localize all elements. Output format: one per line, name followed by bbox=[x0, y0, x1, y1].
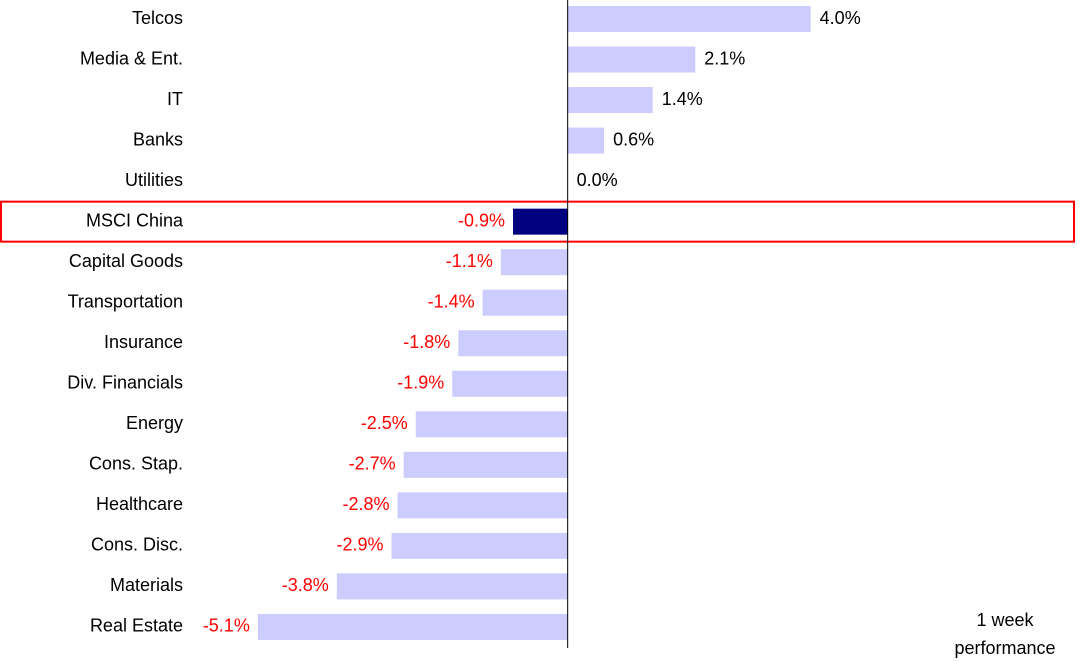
bar bbox=[512, 208, 568, 235]
bar bbox=[336, 573, 568, 600]
category-label: Healthcare bbox=[96, 494, 183, 514]
bar bbox=[567, 87, 653, 114]
value-label: 2.1% bbox=[704, 48, 745, 68]
category-label: Cons. Disc. bbox=[91, 535, 183, 555]
category-label: Energy bbox=[126, 413, 183, 433]
category-label: IT bbox=[167, 89, 183, 109]
category-label: MSCI China bbox=[86, 210, 184, 230]
value-label: -1.4% bbox=[428, 291, 475, 311]
category-label: Real Estate bbox=[90, 616, 183, 636]
bar bbox=[482, 289, 568, 316]
bar bbox=[567, 46, 696, 73]
value-label: -1.9% bbox=[397, 373, 444, 393]
value-label: 1.4% bbox=[662, 89, 703, 109]
category-label: Utilities bbox=[125, 170, 183, 190]
value-label: -2.5% bbox=[361, 413, 408, 433]
annotation: 1 week performance bbox=[954, 610, 1056, 658]
highlight-box bbox=[0, 200, 1075, 243]
category-label: Cons. Stap. bbox=[89, 454, 183, 474]
value-label: -2.7% bbox=[349, 454, 396, 474]
category-label: Div. Financials bbox=[67, 373, 183, 393]
category-label: Insurance bbox=[104, 332, 183, 352]
category-label: Media & Ent. bbox=[80, 48, 183, 68]
value-label: -1.1% bbox=[446, 251, 493, 271]
bar bbox=[567, 127, 605, 154]
bar bbox=[567, 6, 811, 32]
category-label: Capital Goods bbox=[69, 251, 183, 271]
bar bbox=[452, 370, 568, 397]
category-label: Materials bbox=[110, 575, 183, 595]
value-label: -1.8% bbox=[403, 332, 450, 352]
value-label: -2.9% bbox=[336, 535, 383, 555]
value-label: -0.9% bbox=[458, 210, 505, 230]
bar bbox=[257, 613, 568, 640]
bar bbox=[415, 411, 568, 438]
value-label: 4.0% bbox=[820, 8, 861, 28]
bar bbox=[397, 492, 568, 519]
bar bbox=[403, 451, 568, 478]
bar bbox=[458, 330, 568, 357]
category-label: Banks bbox=[133, 129, 183, 149]
category-label: Transportation bbox=[68, 291, 183, 311]
bar bbox=[391, 532, 568, 559]
value-label: 0.6% bbox=[613, 129, 654, 149]
value-label: 0.0% bbox=[577, 170, 618, 190]
value-label: -5.1% bbox=[203, 616, 250, 636]
value-label: -2.8% bbox=[343, 494, 390, 514]
value-label: -3.8% bbox=[282, 575, 329, 595]
category-label: Telcos bbox=[132, 8, 183, 28]
bar bbox=[500, 249, 568, 276]
